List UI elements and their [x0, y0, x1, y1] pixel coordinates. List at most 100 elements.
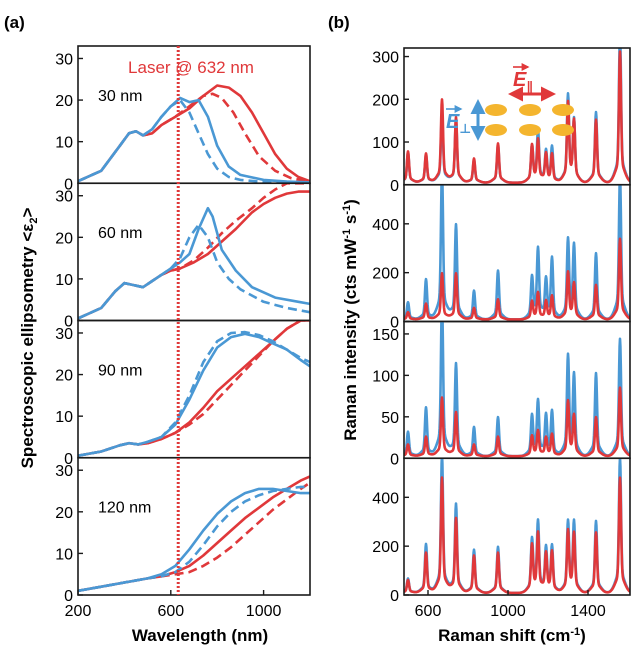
y-tick-label: 20	[55, 368, 73, 385]
molecule-dot	[552, 104, 574, 116]
y-tick-label: 0	[390, 315, 399, 332]
subplot-b-4-lines	[404, 458, 630, 595]
laser-label: Laser @ 632 nm	[128, 58, 254, 77]
panel-a-ylabel-main: Spectroscopic ellipsometry <ε	[18, 224, 37, 469]
series-line-blue-dashed	[78, 485, 310, 593]
panel-b-ylabel-sup1: -1	[341, 229, 353, 239]
panel-b-xlabel-end: )	[580, 626, 586, 645]
y-tick-label: 0	[390, 451, 399, 468]
e-parallel-label: E∥	[513, 69, 533, 94]
raman-spectrum-blue	[404, 458, 630, 595]
series-line-blue-solid	[78, 332, 310, 457]
panel-a-label: (a)	[4, 13, 25, 32]
thickness-label: 120 nm	[98, 500, 151, 517]
panel-b-ylabel-mid: s	[341, 215, 360, 229]
thickness-label: 30 nm	[98, 88, 142, 105]
y-tick-label: 0	[390, 178, 399, 195]
y-tick-label: 200	[372, 266, 399, 283]
y-tick-label: 10	[55, 135, 73, 152]
molecule-dot	[485, 124, 507, 136]
subplot-a-4-lines	[78, 475, 310, 593]
y-tick-label: 20	[55, 505, 73, 522]
molecule-dot	[519, 124, 541, 136]
raman-spectrum-red	[404, 50, 630, 184]
y-tick-label: 30	[55, 326, 73, 343]
panel-b-ylabel-sup2: -1	[341, 205, 353, 215]
molecule-dot	[485, 104, 507, 116]
y-tick-label: 0	[64, 176, 73, 193]
raman-spectrum-red	[404, 237, 630, 321]
thickness-label: 90 nm	[98, 362, 142, 379]
polarization-inset: E∥ E⊥	[446, 63, 574, 141]
molecule-dot	[519, 104, 541, 116]
y-tick-label: 50	[381, 410, 399, 427]
x-tick-label: 1400	[570, 603, 606, 620]
y-tick-label: 200	[372, 92, 399, 109]
panel-a-ylabel-end: >	[18, 208, 37, 218]
raman-spectrum-red	[404, 476, 630, 595]
series-line-blue-dashed	[78, 223, 310, 320]
y-tick-label: 100	[372, 368, 399, 385]
y-tick-label: 300	[372, 50, 399, 67]
y-tick-label: 30	[55, 189, 73, 206]
series-line-blue-dashed	[78, 98, 310, 184]
y-tick-label: 20	[55, 93, 73, 110]
series-line-blue-dashed	[78, 330, 310, 457]
e-perp-letter: E	[446, 111, 460, 133]
x-tick-label: 600	[415, 603, 442, 620]
panel-b-xlabel-sup: -1	[570, 626, 580, 638]
subplot-a-1-lines	[78, 84, 310, 184]
subplot-frame	[77, 182, 311, 322]
y-tick-label: 150	[372, 327, 399, 344]
y-tick-label: 0	[64, 314, 73, 331]
y-tick-label: 100	[372, 135, 399, 152]
thickness-label: 60 nm	[98, 225, 142, 242]
subplot-b-2-lines	[404, 184, 630, 321]
subplot-b-1-lines	[404, 48, 630, 184]
panel-b-label: (b)	[328, 13, 350, 32]
series-line-red-dashed	[78, 320, 310, 457]
panel-a-ylabel: Spectroscopic ellipsometry <ε2>	[18, 208, 40, 469]
subplot-a-3-lines	[78, 320, 310, 457]
y-tick-label: 0	[64, 588, 73, 605]
e-perp-label: E⊥	[446, 111, 471, 136]
subplot-a-2-lines	[78, 183, 310, 320]
y-tick-label: 10	[55, 546, 73, 563]
y-tick-label: 0	[64, 451, 73, 468]
series-line-red-dashed	[78, 92, 310, 183]
y-tick-label: 0	[390, 588, 399, 605]
y-tick-label: 400	[372, 217, 399, 234]
x-tick-label: 1000	[246, 603, 282, 620]
panel-b-ylabel: Raman intensity (cts mW-1 s-1)	[341, 199, 360, 441]
y-tick-label: 30	[55, 463, 73, 480]
y-tick-label: 30	[55, 51, 73, 68]
subplot-frame	[77, 456, 311, 596]
panel-a-plot: 0 10 20 30 30 nm 0 10 20 30 60 nm 0 10 20 30 90 nm 0 10 2…	[55, 45, 311, 620]
e-parallel-letter: E	[513, 69, 527, 91]
raman-spectrum-blue	[404, 48, 630, 184]
e-parallel-sub: ∥	[526, 79, 533, 94]
panel-b-ylabel-main: Raman intensity (cts mW	[341, 238, 360, 441]
subplot-frame	[403, 457, 631, 596]
x-tick-label: 200	[65, 603, 92, 620]
panel-b-xlabel-main: Raman shift (cm	[438, 626, 570, 645]
panel-a-ylabel-sub: 2	[28, 218, 40, 224]
y-tick-label: 200	[372, 539, 399, 556]
y-tick-label: 10	[55, 272, 73, 289]
e-perp-sub: ⊥	[459, 121, 471, 136]
series-line-red-solid	[78, 190, 310, 320]
series-line-red-solid	[78, 475, 310, 593]
y-tick-label: 10	[55, 409, 73, 426]
panel-b-ylabel-end: )	[341, 199, 360, 205]
panel-b-xlabel: Raman shift (cm-1)	[438, 626, 586, 645]
x-tick-label: 600	[157, 603, 184, 620]
y-tick-label: 400	[372, 490, 399, 507]
molecule-dot	[552, 124, 574, 136]
raman-spectrum-red	[404, 386, 630, 458]
panel-a-xlabel: Wavelength (nm)	[132, 626, 268, 645]
subplot-b-3-lines	[404, 321, 630, 458]
x-tick-label: 1000	[490, 603, 526, 620]
y-tick-label: 20	[55, 230, 73, 247]
